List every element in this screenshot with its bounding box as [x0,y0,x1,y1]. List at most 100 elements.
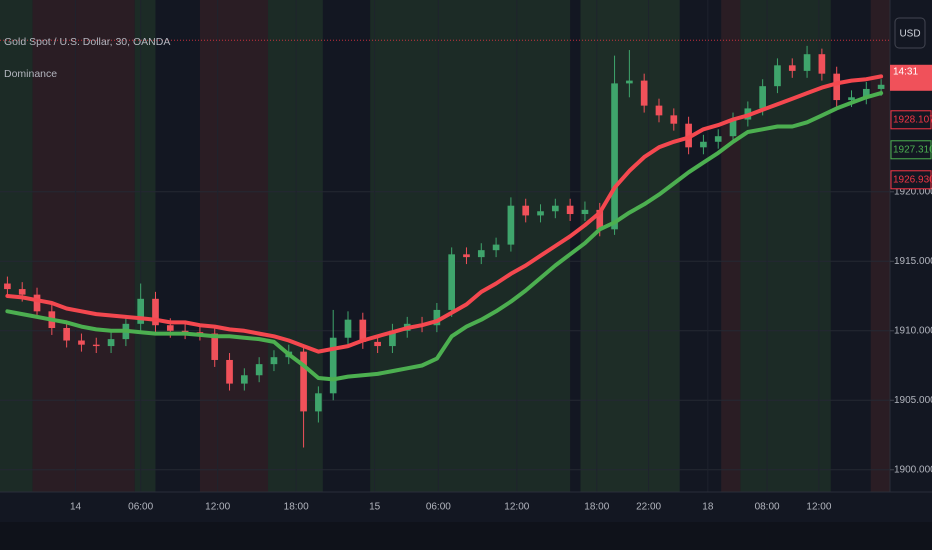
countdown-tag [890,64,932,91]
candle-body [211,333,219,360]
candle-body [670,115,678,124]
countdown-label: 14:31 [893,66,918,77]
price-tag [890,110,932,130]
candle-body [315,393,322,412]
x-tick-label: 22:00 [636,502,661,513]
candle-body [774,65,781,87]
state-band [870,0,890,492]
candle-body [492,244,500,251]
state-band [370,0,571,492]
candle-body [300,351,307,412]
price-tag [890,140,932,160]
candle-body [700,141,707,148]
candle-body [862,88,870,98]
candle-body [255,364,263,376]
x-tick-label: 18:00 [284,502,309,513]
x-tick-label: 06:00 [426,502,451,513]
candle-body [78,340,85,345]
bands [0,0,890,492]
chart-title: Gold Spot / U.S. Dollar, 30, OANDA [4,36,170,48]
ma-line [5,74,884,354]
price-tag [890,170,932,190]
candle-body [344,319,352,338]
candle-body [4,283,11,290]
candle-body [537,211,544,216]
candle-body [137,298,145,324]
candle-body [626,80,633,84]
y-tick-label: 1905.000 [894,395,932,406]
candle-body [507,205,515,245]
grid [0,0,890,492]
candle-body [241,375,248,384]
state-band [32,0,135,492]
y-tick-label: 1910.000 [894,325,932,336]
price-tags: 14:31 1928.107 1927.310 1926.930 [890,64,932,190]
candle-body [196,332,204,334]
x-tick-label: 12:00 [504,502,529,513]
candle-body [714,136,722,142]
candle-body [581,209,589,215]
candle-body [329,337,337,394]
price-tag-label: 1926.930 [893,174,932,185]
candle-body [18,289,26,295]
y-tick-label: 1920.000 [894,186,932,197]
candle-body [270,357,278,365]
candle-body [803,54,811,71]
candle-body [463,254,470,258]
state-band [268,0,323,492]
x-tick-label: 14 [70,502,82,513]
y-tick-label: 1900.000 [894,464,932,475]
x-tick-label: 15 [369,502,381,513]
candle-body [448,254,455,310]
candle-body [359,319,367,342]
candle-body [226,359,233,384]
candle-body [166,325,174,331]
state-band [580,0,680,492]
state-band [199,0,269,492]
candle-body [877,84,885,89]
plot [0,39,890,448]
candle-body [788,65,796,71]
x-tick-label: 12:00 [205,502,230,513]
x-tick-label: 12:00 [806,502,831,513]
candle-body [433,309,441,326]
x-tick-label: 18:00 [584,502,609,513]
candle-body [759,86,766,109]
ma-line [5,91,884,382]
currency-label[interactable]: USD [899,29,920,40]
bottom-bar [0,522,932,550]
indicator-name: Dominance [4,68,57,80]
candle-body [181,330,189,333]
candle-body [611,83,618,230]
axes: 1900.000 1905.000 1910.000 1915.000 1920.000… [70,186,932,512]
price-tag-label: 1928.107 [893,114,932,125]
candle-body [374,341,381,347]
state-band [134,0,156,492]
candle-body [848,97,855,101]
candle-body [92,344,100,347]
candle-body [655,105,663,116]
candle-body [551,205,559,212]
candle-body [107,339,115,347]
candle-body [477,250,485,258]
state-band [721,0,741,492]
candle-body [833,73,841,101]
state-band [740,0,831,492]
candle-body [596,209,604,230]
candle-body [33,294,41,312]
candle-body [640,80,648,106]
price-tag-label: 1927.310 [893,144,932,155]
candle-body [389,330,396,347]
state-band [0,0,33,492]
candle-body [818,54,826,74]
x-tick-label: 06:00 [128,502,153,513]
x-tick-label: 08:00 [755,502,780,513]
candle-body [522,205,530,216]
candle-body [566,205,574,215]
currency-button[interactable] [894,17,926,49]
candle-body [152,298,159,326]
candle-body [63,328,70,341]
candle-body [729,119,737,137]
